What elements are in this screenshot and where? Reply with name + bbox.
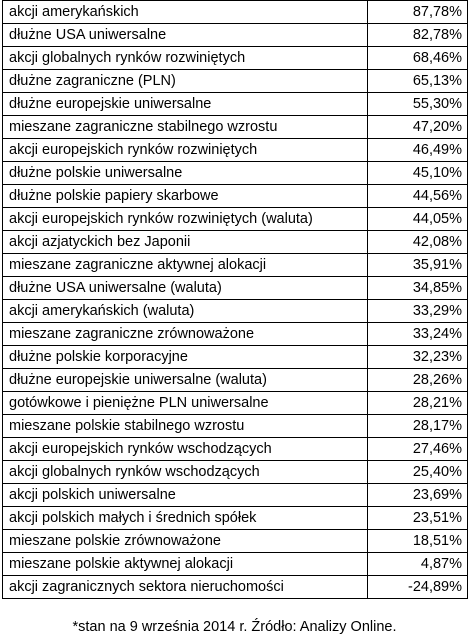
fund-category-cell: akcji polskich małych i średnich spółek — [2, 506, 368, 530]
fund-category-cell: mieszane zagraniczne stabilnego wzrostu — [2, 115, 368, 139]
table-row: akcji polskich uniwersalne 23,69% — [2, 483, 468, 507]
table-body: akcji amerykańskich 87,78% dłużne USA uniw… — [2, 0, 468, 599]
return-value-cell: 55,30% — [367, 92, 468, 116]
return-value-cell: 35,91% — [367, 253, 468, 277]
table-row: akcji polskich małych i średnich spółek 2… — [2, 506, 468, 530]
table-row: mieszane zagraniczne stabilnego wzrostu 4… — [2, 115, 468, 139]
return-value-cell: 28,26% — [367, 368, 468, 392]
fund-category-cell: akcji polskich uniwersalne — [2, 483, 368, 507]
return-value-cell: 18,51% — [367, 529, 468, 553]
table-row: mieszane polskie zrównoważone 18,51% — [2, 529, 468, 553]
table-row: akcji europejskich rynków wschodzących 27… — [2, 437, 468, 461]
table-row: dłużne USA uniwersalne 82,78% — [2, 23, 468, 47]
fund-category-cell: akcji amerykańskich — [2, 0, 368, 24]
table-row: mieszane polskie aktywnej alokacji 4,87% — [2, 552, 468, 576]
return-value-cell: 33,24% — [367, 322, 468, 346]
table-row: akcji globalnych rynków wschodzących 25,4… — [2, 460, 468, 484]
table-row: dłużne europejskie uniwersalne (waluta) 2… — [2, 368, 468, 392]
return-value-cell: 42,08% — [367, 230, 468, 254]
fund-category-cell: akcji globalnych rynków wschodzących — [2, 460, 368, 484]
table-row: mieszane polskie stabilnego wzrostu 28,17… — [2, 414, 468, 438]
fund-category-cell: akcji europejskich rynków rozwiniętych (… — [2, 207, 368, 231]
return-value-cell: 28,21% — [367, 391, 468, 415]
table-row: akcji europejskich rynków rozwiniętych 46… — [2, 138, 468, 162]
return-value-cell: 46,49% — [367, 138, 468, 162]
table-row: akcji azjatyckich bez Japonii 42,08% — [2, 230, 468, 254]
table-row: dłużne polskie korporacyjne 32,23% — [2, 345, 468, 369]
table-row: mieszane zagraniczne zrównoważone 33,24% — [2, 322, 468, 346]
fund-category-cell: dłużne polskie uniwersalne — [2, 161, 368, 185]
fund-category-cell: dłużne USA uniwersalne — [2, 23, 368, 47]
return-value-cell: 65,13% — [367, 69, 468, 93]
fund-returns-table: akcji amerykańskich 87,78% dłużne USA uniw… — [2, 0, 468, 599]
table-row: akcji amerykańskich 87,78% — [2, 0, 468, 24]
fund-returns-table-container: akcji amerykańskich 87,78% dłużne USA uniw… — [2, 0, 468, 599]
fund-category-cell: akcji zagranicznych sektora nieruchomośc… — [2, 575, 368, 599]
return-value-cell: 45,10% — [367, 161, 468, 185]
table-row: akcji zagranicznych sektora nieruchomośc… — [2, 575, 468, 599]
fund-category-cell: dłużne europejskie uniwersalne (waluta) — [2, 368, 368, 392]
return-value-cell: -24,89% — [367, 575, 468, 599]
table-row: dłużne polskie uniwersalne 45,10% — [2, 161, 468, 185]
fund-category-cell: mieszane zagraniczne aktywnej alokacji — [2, 253, 368, 277]
fund-category-cell: akcji globalnych rynków rozwiniętych — [2, 46, 368, 70]
return-value-cell: 32,23% — [367, 345, 468, 369]
source-footnote: *stan na 9 września 2014 r. Źródło: Anal… — [72, 619, 397, 635]
return-value-cell: 33,29% — [367, 299, 468, 323]
return-value-cell: 47,20% — [367, 115, 468, 139]
return-value-cell: 68,46% — [367, 46, 468, 70]
fund-category-cell: dłużne polskie korporacyjne — [2, 345, 368, 369]
table-row: dłużne zagraniczne (PLN) 65,13% — [2, 69, 468, 93]
return-value-cell: 44,05% — [367, 207, 468, 231]
return-value-cell: 25,40% — [367, 460, 468, 484]
fund-category-cell: mieszane polskie aktywnej alokacji — [2, 552, 368, 576]
table-row: akcji europejskich rynków rozwiniętych (… — [2, 207, 468, 231]
return-value-cell: 82,78% — [367, 23, 468, 47]
table-row: gotówkowe i pieniężne PLN uniwersalne 28,… — [2, 391, 468, 415]
return-value-cell: 28,17% — [367, 414, 468, 438]
return-value-cell: 27,46% — [367, 437, 468, 461]
table-row: dłużne europejskie uniwersalne 55,30% — [2, 92, 468, 116]
fund-category-cell: mieszane zagraniczne zrównoważone — [2, 322, 368, 346]
fund-category-cell: akcji europejskich rynków wschodzących — [2, 437, 368, 461]
table-row: akcji amerykańskich (waluta) 33,29% — [2, 299, 468, 323]
fund-category-cell: dłużne USA uniwersalne (waluta) — [2, 276, 368, 300]
fund-category-cell: akcji amerykańskich (waluta) — [2, 299, 368, 323]
return-value-cell: 87,78% — [367, 0, 468, 24]
fund-category-cell: akcji europejskich rynków rozwiniętych — [2, 138, 368, 162]
fund-category-cell: mieszane polskie zrównoważone — [2, 529, 368, 553]
fund-category-cell: dłużne europejskie uniwersalne — [2, 92, 368, 116]
return-value-cell: 44,56% — [367, 184, 468, 208]
table-row: dłużne USA uniwersalne (waluta) 34,85% — [2, 276, 468, 300]
table-row: mieszane zagraniczne aktywnej alokacji 35… — [2, 253, 468, 277]
return-value-cell: 4,87% — [367, 552, 468, 576]
return-value-cell: 23,69% — [367, 483, 468, 507]
table-row: akcji globalnych rynków rozwiniętych 68,4… — [2, 46, 468, 70]
fund-category-cell: gotówkowe i pieniężne PLN uniwersalne — [2, 391, 368, 415]
table-row: dłużne polskie papiery skarbowe 44,56% — [2, 184, 468, 208]
fund-category-cell: dłużne polskie papiery skarbowe — [2, 184, 368, 208]
fund-category-cell: mieszane polskie stabilnego wzrostu — [2, 414, 368, 438]
return-value-cell: 23,51% — [367, 506, 468, 530]
fund-category-cell: dłużne zagraniczne (PLN) — [2, 69, 368, 93]
fund-category-cell: akcji azjatyckich bez Japonii — [2, 230, 368, 254]
return-value-cell: 34,85% — [367, 276, 468, 300]
